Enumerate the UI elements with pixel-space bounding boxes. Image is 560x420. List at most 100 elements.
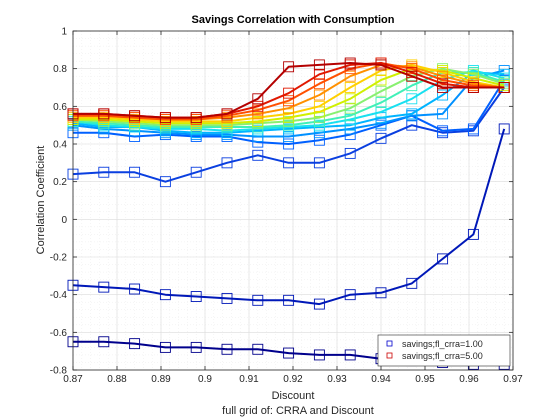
data-point-marker [313, 157, 325, 169]
data-point-marker [313, 68, 325, 80]
data-point-marker [344, 82, 356, 93]
data-point-marker [283, 131, 295, 142]
y-tick-label: 0.8 [53, 64, 67, 75]
data-point-marker [283, 102, 295, 114]
data-point-marker [313, 100, 325, 112]
y-tick-label: 0.6 [53, 102, 67, 113]
data-point-marker [375, 97, 387, 109]
series-line [73, 62, 505, 121]
series-layer [67, 57, 510, 370]
series-line [73, 62, 505, 119]
data-point-marker [313, 59, 325, 71]
data-point-marker [159, 176, 171, 188]
series-line [73, 63, 505, 123]
data-point-marker [159, 289, 171, 301]
data-point-marker [221, 292, 233, 304]
y-tick-label: -0.4 [50, 290, 68, 301]
data-point-marker [283, 61, 295, 73]
data-point-marker [344, 147, 356, 159]
data-point-marker [375, 85, 387, 97]
data-point-marker [498, 123, 510, 135]
series-line [72, 69, 505, 138]
data-point-marker [498, 82, 510, 93]
legend-label-crra-5: savings;fl_crra=5.00 [402, 351, 483, 361]
x-tick-label: 0.92 [283, 374, 303, 385]
data-point-marker [283, 157, 295, 169]
x-tick-label: 0.97 [503, 374, 523, 385]
data-point-marker [190, 112, 202, 124]
legend-label-crra-1: savings;fl_crra=1.00 [402, 339, 483, 349]
data-point-marker [252, 100, 264, 112]
y-axis-ticks: -0.8 -0.6 -0.4 -0.2 0 0.2 0.4 0.6 0.8 1 [50, 27, 513, 377]
series-line [73, 79, 506, 145]
data-point-marker [313, 89, 325, 101]
data-point-marker [252, 294, 264, 306]
legend: savings;fl_crra=1.00 savings;fl_crra=5.0… [377, 334, 511, 367]
data-point-marker [190, 341, 202, 353]
data-point-marker [283, 294, 295, 306]
data-point-marker [252, 149, 264, 161]
data-point-marker [252, 93, 264, 105]
x-tick-label: 0.91 [239, 374, 259, 385]
data-point-marker [344, 70, 356, 82]
data-point-marker [98, 336, 110, 348]
data-point-marker [344, 102, 356, 114]
data-point-marker [406, 119, 418, 131]
series-line [72, 128, 506, 306]
data-point-marker [190, 291, 202, 302]
data-point-marker [98, 108, 110, 120]
series-1 [67, 123, 510, 310]
data-point-marker [313, 134, 325, 146]
data-point-marker [221, 108, 233, 120]
data-point-marker [313, 78, 325, 90]
y-tick-label: -0.6 [50, 328, 68, 339]
legend-box [377, 334, 511, 367]
data-point-marker [313, 349, 325, 361]
x-tick-label: 0.87 [63, 374, 83, 385]
series-2 [67, 82, 510, 188]
series-line [72, 67, 505, 127]
data-point-marker [467, 228, 479, 240]
data-point-marker [283, 95, 295, 107]
data-point-marker [190, 166, 202, 178]
y-tick-label: 0.4 [53, 140, 67, 151]
x-tick-label: 0.96 [459, 374, 479, 385]
data-point-marker [344, 349, 356, 361]
series-14 [67, 57, 510, 124]
x-tick-label: 0.89 [151, 374, 171, 385]
data-point-marker [375, 287, 387, 299]
data-point-marker [375, 74, 387, 86]
y-tick-label: -0.8 [50, 366, 68, 377]
x-axis-ticks: 0.87 0.88 0.89 0.9 0.91 0.92 0.93 0.94 0.95 0.96 0… [63, 31, 523, 385]
data-point-marker [344, 289, 356, 301]
y-tick-label: -0.2 [50, 253, 68, 264]
chart-title: Savings Correlation with Consumption [192, 14, 395, 26]
data-point-marker [437, 253, 449, 265]
data-point-marker [221, 343, 233, 355]
data-point-marker [313, 298, 325, 310]
data-point-marker [375, 106, 387, 118]
data-point-marker [252, 343, 264, 355]
data-point-marker [159, 341, 171, 353]
x-tick-label: 0.9 [198, 374, 212, 385]
data-point-marker [437, 108, 449, 120]
figure-caption: full grid of: CRRA and Discount [222, 405, 374, 417]
data-point-marker [221, 157, 233, 169]
data-point-marker [129, 166, 141, 178]
series-line [72, 86, 506, 183]
data-point-marker [467, 82, 479, 93]
y-tick-label: 0 [61, 215, 67, 226]
legend-marker-crra-1 [386, 340, 393, 347]
data-point-marker [129, 110, 141, 122]
data-point-marker [406, 108, 418, 120]
data-point-marker [129, 283, 141, 295]
data-point-marker [159, 112, 171, 124]
y-axis-label: Correlation Coefficient [35, 146, 47, 255]
data-point-marker [375, 132, 387, 144]
x-tick-label: 0.88 [107, 374, 127, 385]
data-point-marker [406, 93, 418, 105]
data-point-marker [344, 110, 356, 122]
y-tick-label: 1 [61, 27, 67, 38]
y-tick-label: 0.2 [53, 177, 67, 188]
